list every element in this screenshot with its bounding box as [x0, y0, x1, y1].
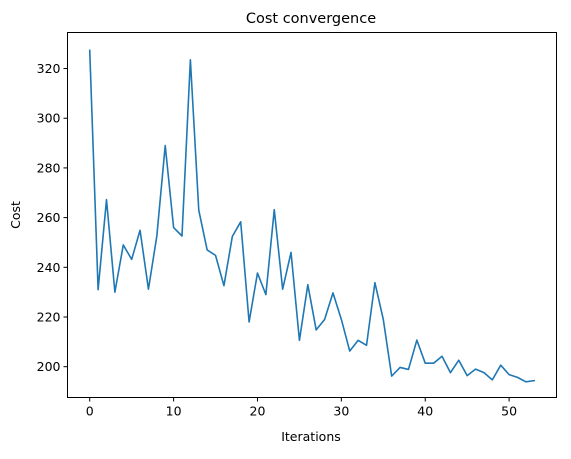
plot-line-group — [88, 49, 536, 383]
x-axis-label: Iterations — [281, 429, 341, 444]
y-axis: 200 220 240 260 280 300 320 — [37, 61, 68, 374]
cost-series-line — [88, 49, 536, 383]
x-tick-label: 20 — [250, 404, 266, 419]
y-axis-label: Cost — [8, 201, 23, 229]
y-tick-label: 260 — [37, 210, 61, 225]
y-tick-label: 240 — [37, 260, 61, 275]
x-tick-label: 50 — [501, 404, 517, 419]
x-tick-label: 0 — [86, 404, 94, 419]
x-tick-label: 10 — [166, 404, 182, 419]
x-tick-label: 40 — [417, 404, 433, 419]
x-tick-label: 30 — [333, 404, 349, 419]
y-tick-label: 320 — [37, 61, 61, 76]
y-tick-label: 300 — [37, 111, 61, 126]
y-tick-label: 200 — [37, 359, 61, 374]
y-tick-label: 220 — [37, 309, 61, 324]
x-axis: 0 10 20 30 40 50 — [86, 397, 517, 419]
y-tick-label: 280 — [37, 160, 61, 175]
chart-title: Cost convergence — [246, 11, 376, 27]
plot-frame — [67, 32, 557, 398]
